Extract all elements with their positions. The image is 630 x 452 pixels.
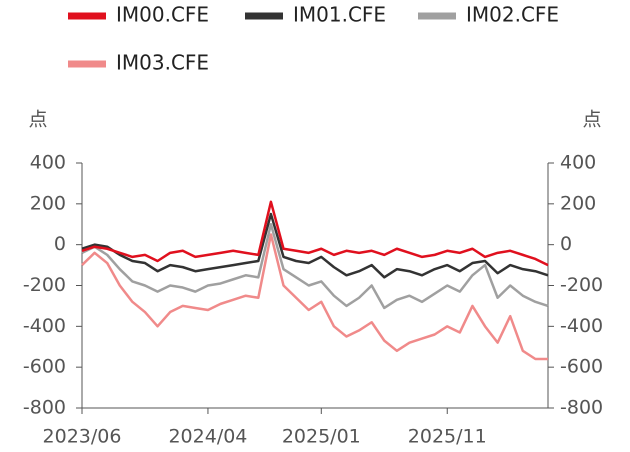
y2-tick-label: 400 xyxy=(560,152,596,174)
y-axis-label: 点 xyxy=(28,109,47,131)
y2-axis-label: 点 xyxy=(582,109,601,131)
series-line xyxy=(81,212,549,279)
y2-tick-label: 200 xyxy=(560,192,596,214)
y2-tick-label: -600 xyxy=(560,356,603,378)
y-tick-label: -800 xyxy=(23,397,66,419)
y-tick-label: 400 xyxy=(30,152,66,174)
legend-label: IM03.CFE xyxy=(116,51,209,75)
x-tick-label: 2025/01 xyxy=(282,426,361,448)
legend: IM00.CFE IM01.CFE IM02.CFE IM03.CFE xyxy=(68,3,559,75)
x-tick-label: 2025/11 xyxy=(408,426,487,448)
legend-label: IM01.CFE xyxy=(293,3,386,27)
y2-tick-label: -400 xyxy=(560,315,603,337)
y2-tick-label: -800 xyxy=(560,397,603,419)
legend-label: IM02.CFE xyxy=(466,3,559,27)
y-tick-label: -400 xyxy=(23,315,66,337)
y2-tick-label: -200 xyxy=(560,274,603,296)
y-tick-label: 0 xyxy=(54,233,66,255)
y-tick-label: 200 xyxy=(30,192,66,214)
series-line xyxy=(81,200,549,267)
x-tick-label: 2023/06 xyxy=(43,426,122,448)
y-tick-label: -200 xyxy=(23,274,66,296)
legend-label: IM00.CFE xyxy=(116,3,209,27)
series-line xyxy=(81,223,549,310)
series-line xyxy=(81,233,548,361)
y-tick-label: -600 xyxy=(23,356,66,378)
y2-tick-label: 0 xyxy=(560,233,572,255)
x-tick-label: 2024/04 xyxy=(168,426,247,448)
